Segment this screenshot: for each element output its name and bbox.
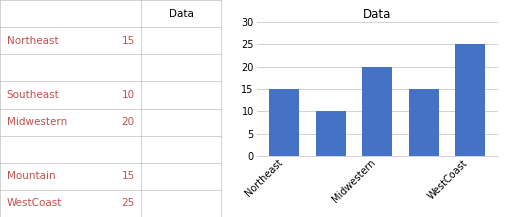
Bar (455, 44, 485, 156)
Text: Data: Data (169, 8, 194, 19)
Text: 25: 25 (121, 198, 135, 209)
Text: 15: 15 (121, 36, 135, 46)
Text: 10: 10 (122, 90, 135, 100)
Text: Midwestern: Midwestern (7, 117, 67, 127)
Bar (408, 89, 439, 156)
Bar (315, 111, 346, 156)
Bar (362, 67, 392, 156)
Text: Southeast: Southeast (7, 90, 59, 100)
Text: 15: 15 (121, 171, 135, 181)
Text: 20: 20 (122, 117, 135, 127)
Text: Mountain: Mountain (7, 171, 55, 181)
Text: WestCoast: WestCoast (7, 198, 62, 209)
Title: Data: Data (363, 8, 391, 21)
Bar (269, 89, 299, 156)
Text: Northeast: Northeast (7, 36, 58, 46)
